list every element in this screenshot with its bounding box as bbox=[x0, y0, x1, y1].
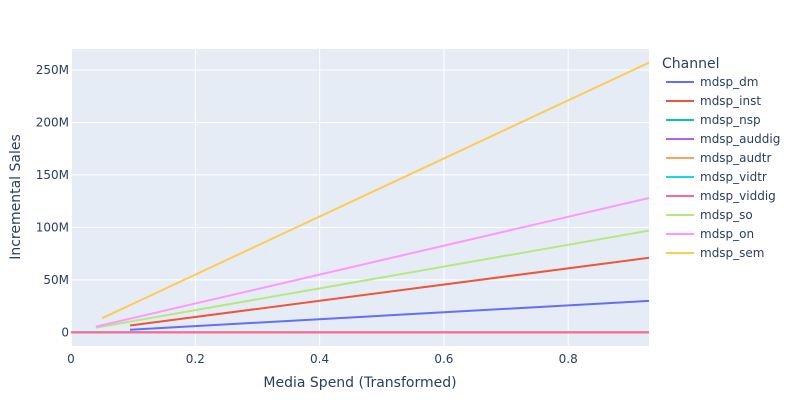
x-tick-label: 0 bbox=[67, 352, 75, 366]
y-tick-label: 0 bbox=[61, 325, 69, 339]
y-tick-label: 150M bbox=[36, 168, 69, 182]
x-axis-title: Media Spend (Transformed) bbox=[263, 375, 456, 391]
x-tick-label: 0.2 bbox=[186, 352, 205, 366]
legend-item-mdsp-sem[interactable]: mdsp_sem bbox=[666, 246, 765, 260]
legend-label: mdsp_auddig bbox=[700, 132, 780, 146]
x-axis-ticks: 0 0.2 0.4 0.6 0.8 bbox=[67, 352, 578, 366]
legend-label: mdsp_inst bbox=[700, 94, 761, 108]
legend-title: Channel bbox=[662, 56, 719, 72]
legend-label: mdsp_audtr bbox=[700, 151, 771, 165]
series-line-mdsp-on[interactable] bbox=[95, 197, 650, 328]
legend-item-mdsp-dm[interactable]: mdsp_dm bbox=[666, 75, 758, 89]
legend-item-mdsp-vidtr[interactable]: mdsp_vidtr bbox=[666, 170, 767, 184]
legend-label: mdsp_sem bbox=[700, 246, 765, 260]
legend-item-mdsp-nsp[interactable]: mdsp_nsp bbox=[666, 113, 761, 127]
y-tick-label: 200M bbox=[36, 115, 69, 129]
x-tick-label: 0.8 bbox=[559, 352, 578, 366]
y-tick-label: 50M bbox=[43, 273, 69, 287]
legend-label: mdsp_viddig bbox=[700, 189, 776, 203]
legend-item-mdsp-viddig[interactable]: mdsp_viddig bbox=[666, 189, 776, 203]
legend-label: mdsp_so bbox=[700, 208, 753, 222]
series-line-mdsp-dm[interactable] bbox=[129, 299, 650, 331]
series-line-mdsp-so[interactable] bbox=[95, 229, 650, 329]
y-tick-label: 250M bbox=[36, 63, 69, 77]
legend[interactable]: Channel mdsp_dm mdsp_inst mdsp_nsp mdsp_aud… bbox=[662, 56, 780, 260]
legend-label: mdsp_vidtr bbox=[700, 170, 767, 184]
y-axis-title: Incremental Sales bbox=[8, 134, 24, 260]
legend-label: mdsp_nsp bbox=[700, 113, 761, 127]
y-axis-ticks: 0 50M 100M 150M 200M 250M bbox=[36, 63, 69, 339]
legend-item-mdsp-auddig[interactable]: mdsp_auddig bbox=[666, 132, 780, 146]
legend-item-mdsp-audtr[interactable]: mdsp_audtr bbox=[666, 151, 771, 165]
series-line-mdsp-sem[interactable] bbox=[101, 61, 650, 320]
legend-label: mdsp_dm bbox=[700, 75, 758, 89]
series-line-mdsp-inst[interactable] bbox=[129, 256, 650, 327]
legend-label: mdsp_on bbox=[700, 227, 754, 241]
legend-item-mdsp-on[interactable]: mdsp_on bbox=[666, 227, 754, 241]
series-lines bbox=[71, 61, 650, 334]
legend-item-mdsp-inst[interactable]: mdsp_inst bbox=[666, 94, 761, 108]
legend-items: mdsp_dm mdsp_inst mdsp_nsp mdsp_auddig mdsp_… bbox=[666, 75, 780, 260]
legend-item-mdsp-so[interactable]: mdsp_so bbox=[666, 208, 753, 222]
x-tick-label: 0.4 bbox=[310, 352, 329, 366]
y-tick-label: 100M bbox=[36, 220, 69, 234]
x-tick-label: 0.6 bbox=[434, 352, 453, 366]
